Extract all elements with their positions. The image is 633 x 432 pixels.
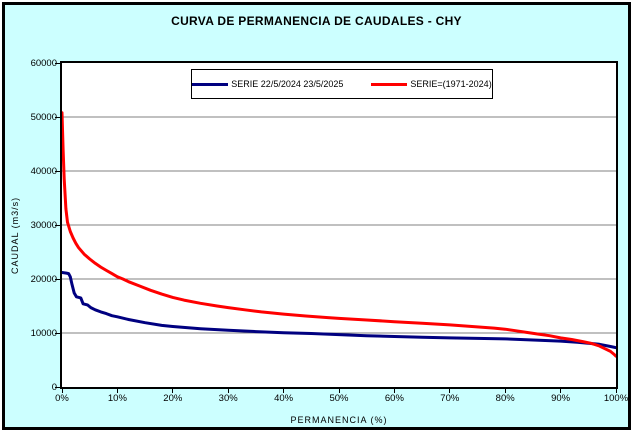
y-tick-mark — [55, 116, 60, 118]
x-tick-label: 90% — [551, 393, 571, 404]
x-tick-mark — [116, 389, 118, 393]
y-tick-label: 0 — [51, 381, 57, 393]
y-tick-mark — [55, 62, 60, 64]
series-line-0 — [62, 271, 616, 350]
series-line-1 — [62, 111, 616, 358]
x-tick-label: 10% — [107, 393, 127, 404]
x-tick-label: 60% — [384, 393, 404, 404]
y-tick-label: 20000 — [30, 273, 57, 285]
x-tick-label: 40% — [274, 393, 294, 404]
x-tick-label: 0% — [55, 393, 69, 404]
y-tick-mark — [55, 170, 60, 172]
x-tick-label: 20% — [163, 393, 183, 404]
x-tick-mark — [283, 389, 285, 393]
x-tick-mark — [172, 389, 174, 393]
y-tick-label: 40000 — [30, 165, 57, 177]
x-axis-title: PERMANENCIA (%) — [290, 415, 388, 425]
x-tick-label: 80% — [495, 393, 515, 404]
x-tick-label: 100% — [603, 393, 629, 404]
y-tick-mark — [55, 278, 60, 280]
x-tick-mark — [560, 389, 562, 393]
legend-label: SERIE 22/5/2024 23/5/2025 — [231, 79, 344, 89]
y-tick-mark — [55, 332, 60, 334]
x-tick-mark — [338, 389, 340, 393]
x-tick-label: 50% — [329, 393, 349, 404]
chart-title: CURVA DE PERMANENCIA DE CAUDALES - CHY — [171, 14, 462, 28]
x-tick-mark — [61, 389, 63, 393]
x-tick-label: 30% — [218, 393, 238, 404]
y-tick-label: 50000 — [30, 111, 57, 123]
x-tick-mark — [227, 389, 229, 393]
x-tick-mark — [504, 389, 506, 393]
legend-label: SERIE=(1971-2024) — [410, 79, 492, 89]
plot-svg — [62, 111, 616, 358]
legend-line-sample-blue — [192, 82, 229, 86]
x-tick-mark — [615, 389, 617, 393]
legend-line-sample-red — [371, 82, 408, 86]
legend-entry: SERIE=(1971-2024) — [371, 79, 492, 89]
y-tick-label: 60000 — [30, 57, 57, 69]
y-tick-mark — [55, 224, 60, 226]
x-tick-mark — [393, 389, 395, 393]
x-tick-mark — [449, 389, 451, 393]
legend-entry: SERIE 22/5/2024 23/5/2025 — [192, 79, 343, 89]
y-tick-mark — [55, 386, 60, 388]
y-tick-label: 30000 — [30, 219, 57, 231]
legend: SERIE 22/5/2024 23/5/2025 SERIE=(1971-20… — [191, 69, 493, 99]
y-tick-label: 10000 — [30, 327, 57, 339]
plot-area — [60, 61, 618, 389]
x-tick-label: 70% — [440, 393, 460, 404]
